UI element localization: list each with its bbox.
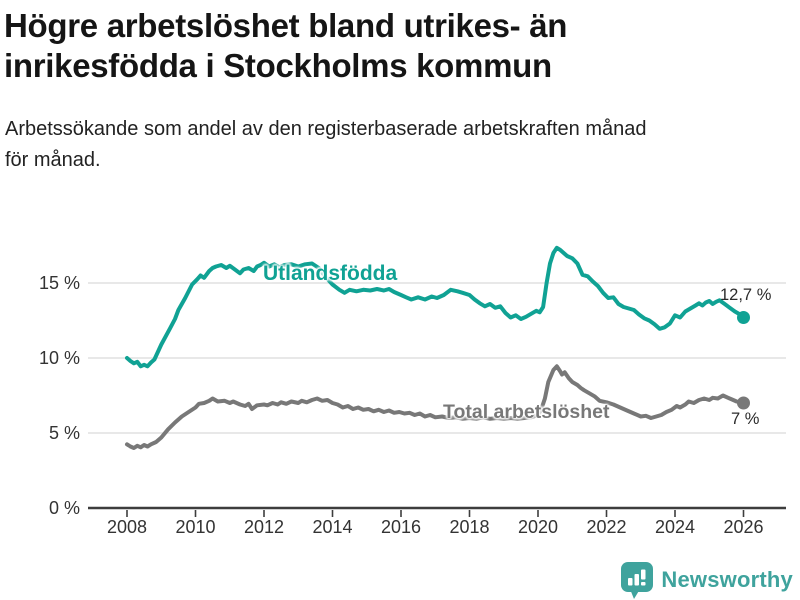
x-tick-label: 2026 — [723, 517, 764, 537]
y-tick-label: 0 % — [48, 498, 80, 518]
end-value-label-total: 7 % — [731, 410, 760, 428]
series-label-total-arbetsloshet: Total arbetslöshet — [443, 401, 610, 423]
series-line-total — [125, 364, 746, 450]
brand-name: Newsworthy — [661, 567, 793, 592]
x-tick-label: 2020 — [517, 517, 559, 537]
subtitle-line-1: Arbetssökande som andel av den registerb… — [5, 118, 647, 140]
x-tick-label: 2016 — [380, 517, 422, 537]
series-label-utlandsfodda: Utlandsfödda — [263, 262, 398, 285]
x-tick-label: 2022 — [586, 517, 627, 537]
x-tick-label: 2014 — [312, 517, 353, 537]
y-tick-label: 10 % — [38, 348, 80, 368]
page-title: Högre arbetslöshet bland utrikes- än inr… — [4, 6, 764, 86]
y-tick-label: 15 % — [38, 273, 80, 293]
title-line-2: inrikesfödda i Stockholms kommun — [4, 47, 552, 84]
series-end-dot-total — [737, 396, 750, 410]
brand-footer: Newsworthy — [621, 561, 793, 599]
end-value-label-utlandsfodda: 12,7 % — [720, 286, 772, 304]
subtitle-line-2: för månad. — [5, 149, 101, 171]
page-subtitle: Arbetssökande som andel av den registerb… — [5, 114, 785, 176]
x-tick-label: 2024 — [654, 517, 696, 537]
x-tick-label: 2012 — [243, 517, 285, 537]
series-end-dot-utlandsfodda — [737, 311, 750, 324]
x-tick-label: 2008 — [106, 517, 148, 537]
y-tick-label: 5 % — [48, 423, 80, 443]
series-line-utlandsfodda — [125, 245, 746, 369]
title-line-1: Högre arbetslöshet bland utrikes- än — [4, 7, 568, 44]
newsworthy-logo-icon — [621, 561, 654, 599]
x-tick-label: 2018 — [449, 517, 490, 537]
x-tick-label: 2010 — [175, 517, 216, 537]
